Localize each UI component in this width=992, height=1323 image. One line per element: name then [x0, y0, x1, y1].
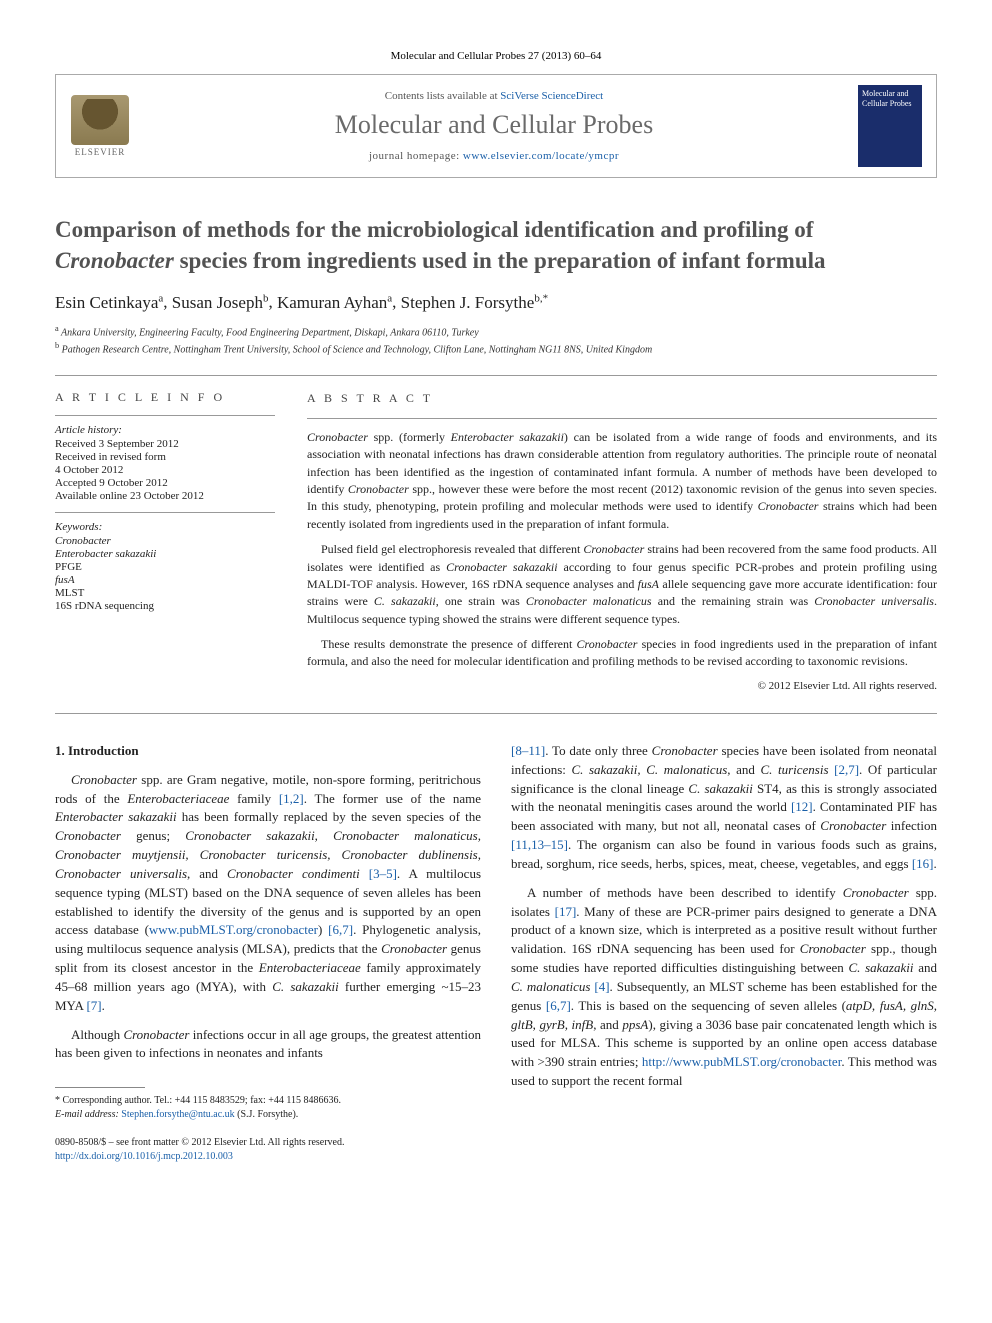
title-part1: Comparison of methods for the microbiolo…	[55, 217, 813, 242]
history-received: Received 3 September 2012	[55, 438, 275, 450]
abstract-para-3: These results demonstrate the presence o…	[307, 636, 937, 671]
keyword-1: Cronobacter	[55, 535, 275, 547]
divider-top	[55, 375, 937, 376]
elsevier-tree-icon	[71, 95, 129, 145]
keywords-label: Keywords:	[55, 521, 275, 533]
author-4-name: Stephen J. Forsythe	[401, 293, 535, 312]
authors-line: Esin Cetinkayaa, Susan Josephb, Kamuran …	[55, 292, 937, 313]
journal-cover-thumbnail: Molecular and Cellular Probes	[858, 85, 922, 167]
abstract-divider	[307, 418, 937, 419]
corresponding-tel: * Corresponding author. Tel.: +44 115 84…	[55, 1094, 481, 1108]
intro-para-4: A number of methods have been described …	[511, 884, 937, 1091]
affil-b-text: Pathogen Research Centre, Nottingham Tre…	[62, 344, 653, 355]
journal-header-box: ELSEVIER Contents lists available at Sci…	[55, 74, 937, 178]
author-1: Esin Cetinkayaa	[55, 293, 163, 312]
affiliations: a Ankara University, Engineering Faculty…	[55, 323, 937, 358]
author-1-sup: a	[158, 292, 163, 304]
author-3-name: Kamuran Ayhan	[277, 293, 387, 312]
affiliation-b: b Pathogen Research Centre, Nottingham T…	[55, 340, 937, 357]
copyright-line: © 2012 Elsevier Ltd. All rights reserved…	[307, 679, 937, 695]
info-divider-2	[55, 512, 275, 513]
homepage-prefix: journal homepage:	[369, 150, 463, 162]
intro-para-1: Cronobacter spp. are Gram negative, moti…	[55, 771, 481, 1016]
author-2: Susan Josephb	[172, 293, 269, 312]
sciencedirect-link[interactable]: SciVerse ScienceDirect	[500, 90, 603, 102]
affiliation-a: a Ankara University, Engineering Faculty…	[55, 323, 937, 340]
footnote-separator	[55, 1087, 145, 1088]
intro-para-3: [8–11]. To date only three Cronobacter s…	[511, 742, 937, 874]
cover-title: Molecular and Cellular Probes	[862, 89, 918, 108]
journal-name-heading: Molecular and Cellular Probes	[144, 110, 844, 140]
corresponding-email-link[interactable]: Stephen.forsythe@ntu.ac.uk	[121, 1109, 234, 1120]
abstract-para-1: Cronobacter spp. (formerly Enterobacter …	[307, 429, 937, 533]
divider-bottom	[55, 713, 937, 714]
keyword-5: MLST	[55, 587, 275, 599]
publisher-name: ELSEVIER	[75, 147, 126, 157]
title-italic-genus: Cronobacter	[55, 248, 174, 273]
history-label: Article history:	[55, 424, 275, 436]
section-1-heading: 1. Introduction	[55, 742, 481, 761]
article-info-label: A R T I C L E I N F O	[55, 390, 275, 405]
front-matter-line: 0890-8508/$ – see front matter © 2012 El…	[55, 1136, 481, 1150]
doi-link[interactable]: http://dx.doi.org/10.1016/j.mcp.2012.10.…	[55, 1151, 233, 1162]
history-accepted: Accepted 9 October 2012	[55, 477, 275, 489]
affil-a-text: Ankara University, Engineering Faculty, …	[61, 327, 479, 338]
author-3: Kamuran Ayhana	[277, 293, 392, 312]
author-4-sup: b,*	[534, 292, 548, 304]
title-part2: species from ingredients used in the pre…	[174, 248, 826, 273]
history-revised-label: Received in revised form	[55, 451, 275, 463]
abstract-label: A B S T R A C T	[307, 390, 937, 407]
corresponding-author-note: * Corresponding author. Tel.: +44 115 84…	[55, 1094, 481, 1122]
keyword-4: fusA	[55, 574, 275, 586]
keyword-2: Enterobacter sakazakii	[55, 548, 275, 560]
article-title: Comparison of methods for the microbiolo…	[55, 214, 937, 276]
author-1-name: Esin Cetinkaya	[55, 293, 158, 312]
author-3-sup: a	[387, 292, 392, 304]
history-online: Available online 23 October 2012	[55, 490, 275, 502]
contents-prefix: Contents lists available at	[385, 90, 500, 102]
footer-meta: 0890-8508/$ – see front matter © 2012 El…	[55, 1136, 481, 1164]
author-4: Stephen J. Forsytheb,*	[401, 293, 548, 312]
abstract-para-2: Pulsed field gel electrophoresis reveale…	[307, 541, 937, 628]
keyword-3: PFGE	[55, 561, 275, 573]
author-2-sup: b	[263, 292, 269, 304]
header-citation: Molecular and Cellular Probes 27 (2013) …	[55, 50, 937, 62]
keyword-6: 16S rDNA sequencing	[55, 600, 275, 612]
homepage-line: journal homepage: www.elsevier.com/locat…	[144, 150, 844, 162]
email-suffix: (S.J. Forsythe).	[235, 1109, 299, 1120]
author-2-name: Susan Joseph	[172, 293, 263, 312]
contents-line: Contents lists available at SciVerse Sci…	[144, 90, 844, 102]
affil-a-sup: a	[55, 324, 59, 333]
affil-b-sup: b	[55, 341, 59, 350]
homepage-link[interactable]: www.elsevier.com/locate/ymcpr	[463, 150, 619, 162]
info-divider-1	[55, 415, 275, 416]
intro-para-2: Although Cronobacter infections occur in…	[55, 1026, 481, 1064]
history-revised-date: 4 October 2012	[55, 464, 275, 476]
email-label: E-mail address:	[55, 1109, 121, 1120]
elsevier-logo: ELSEVIER	[70, 91, 130, 161]
